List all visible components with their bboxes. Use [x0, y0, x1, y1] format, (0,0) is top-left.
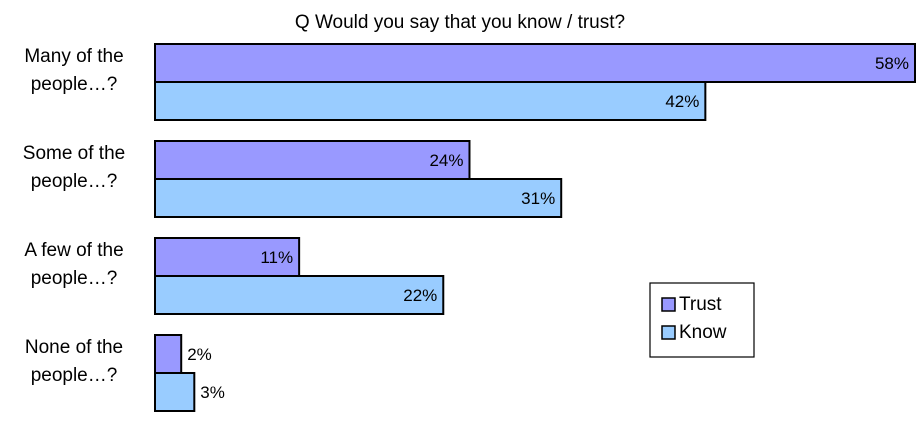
data-label: 24%	[429, 151, 463, 170]
data-label: 42%	[665, 92, 699, 111]
data-label: 11%	[260, 248, 293, 267]
data-label: 22%	[403, 286, 437, 305]
bar-know	[154, 372, 196, 412]
bar-trust	[154, 140, 471, 180]
category-label: Many of the	[24, 46, 123, 67]
legend-swatch-trust	[661, 297, 676, 312]
category-label: people…?	[31, 171, 118, 192]
data-label: 2%	[187, 345, 212, 364]
legend-swatch-know	[661, 325, 676, 340]
legend-box	[649, 282, 755, 358]
bar-know	[154, 275, 445, 315]
category-label: A few of the	[24, 240, 123, 261]
bar-trust	[154, 237, 301, 277]
category-label: people…?	[31, 74, 118, 95]
bar-know	[154, 81, 707, 121]
category-labels: Many of the people…? Some of the people…? A …	[23, 46, 125, 386]
chart-title: Q Would you say that you know / trust?	[295, 12, 625, 33]
bar-trust	[154, 43, 916, 83]
bar-trust	[154, 334, 183, 374]
data-label: 58%	[875, 54, 909, 73]
data-label: 3%	[200, 383, 225, 402]
bars	[154, 43, 916, 412]
category-label: people…?	[31, 268, 118, 289]
legend-label: Know	[679, 322, 727, 343]
category-label: Some of the	[23, 143, 125, 164]
value-labels: 58% 42% 24% 31% 11% 22% 2% 3%	[187, 54, 909, 402]
category-label: people…?	[31, 365, 118, 386]
bar-know	[154, 178, 563, 218]
legend-label: Trust	[679, 294, 722, 315]
legend: Trust Know	[649, 282, 755, 358]
data-label: 31%	[521, 189, 555, 208]
category-label: None of the	[25, 337, 123, 358]
